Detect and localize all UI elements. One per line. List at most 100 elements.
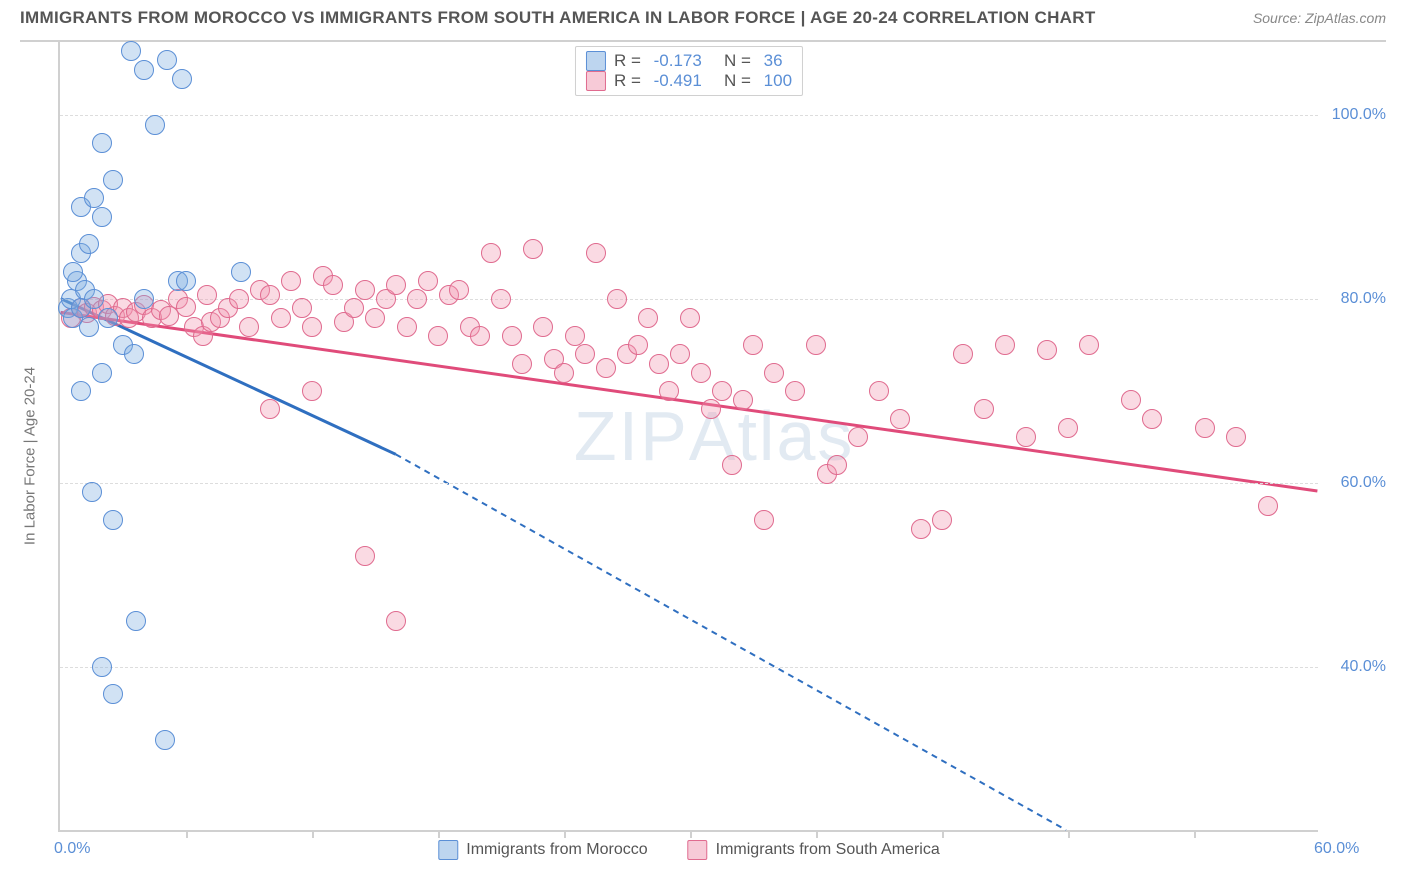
r-label: R =	[614, 71, 646, 91]
data-point	[565, 326, 585, 346]
x-tick	[816, 830, 818, 838]
correlation-chart: In Labor Force | Age 20-24 ZIPAtlas R = …	[20, 40, 1386, 870]
data-point	[1058, 418, 1078, 438]
data-point	[607, 289, 627, 309]
legend-item-morocco: Immigrants from Morocco	[438, 840, 647, 860]
data-point	[481, 243, 501, 263]
data-point	[733, 390, 753, 410]
legend-label-south-america: Immigrants from South America	[716, 841, 940, 859]
y-tick-label: 40.0%	[1341, 658, 1386, 676]
stats-row-morocco: R = -0.173 N = 36	[586, 51, 792, 71]
data-point	[974, 399, 994, 419]
data-point	[126, 611, 146, 631]
swatch-blue-icon	[438, 840, 458, 860]
r-value-south-america: -0.491	[654, 71, 702, 91]
gridline	[60, 667, 1318, 668]
data-point	[92, 657, 112, 677]
stats-legend: R = -0.173 N = 36 R = -0.491 N = 100	[575, 46, 803, 96]
data-point	[121, 41, 141, 61]
swatch-pink-icon	[586, 71, 606, 91]
data-point	[449, 280, 469, 300]
data-point	[470, 326, 490, 346]
plot-area: ZIPAtlas R = -0.173 N = 36 R = -0.491 N …	[58, 42, 1318, 832]
x-tick	[690, 830, 692, 838]
r-value-morocco: -0.173	[654, 51, 702, 71]
data-point	[722, 455, 742, 475]
data-point	[575, 344, 595, 364]
data-point	[124, 344, 144, 364]
stats-row-south-america: R = -0.491 N = 100	[586, 71, 792, 91]
data-point	[502, 326, 522, 346]
data-point	[71, 381, 91, 401]
data-point	[145, 115, 165, 135]
data-point	[1079, 335, 1099, 355]
data-point	[239, 317, 259, 337]
x-tick	[1068, 830, 1070, 838]
data-point	[231, 262, 251, 282]
gridline	[60, 115, 1318, 116]
data-point	[197, 285, 217, 305]
data-point	[848, 427, 868, 447]
data-point	[890, 409, 910, 429]
data-point	[355, 280, 375, 300]
x-tick	[186, 830, 188, 838]
x-tick-label: 0.0%	[54, 840, 90, 858]
data-point	[92, 133, 112, 153]
swatch-blue-icon	[586, 51, 606, 71]
y-tick-label: 60.0%	[1341, 474, 1386, 492]
n-value-south-america: 100	[764, 71, 792, 91]
x-tick	[312, 830, 314, 838]
data-point	[712, 381, 732, 401]
data-point	[155, 730, 175, 750]
y-tick-label: 100.0%	[1332, 106, 1386, 124]
data-point	[355, 546, 375, 566]
n-value-morocco: 36	[764, 51, 783, 71]
data-point	[701, 399, 721, 419]
r-label: R =	[614, 51, 646, 71]
data-point	[84, 289, 104, 309]
data-point	[1142, 409, 1162, 429]
legend-item-south-america: Immigrants from South America	[688, 840, 940, 860]
data-point	[79, 234, 99, 254]
data-point	[260, 285, 280, 305]
data-point	[103, 684, 123, 704]
x-tick	[942, 830, 944, 838]
trend-lines	[60, 42, 1318, 830]
x-tick	[1194, 830, 1196, 838]
gridline	[60, 299, 1318, 300]
data-point	[428, 326, 448, 346]
data-point	[680, 308, 700, 328]
data-point	[281, 271, 301, 291]
data-point	[176, 271, 196, 291]
data-point	[92, 363, 112, 383]
data-point	[649, 354, 669, 374]
data-point	[365, 308, 385, 328]
gridline	[60, 483, 1318, 484]
data-point	[1121, 390, 1141, 410]
data-point	[512, 354, 532, 374]
data-point	[491, 289, 511, 309]
n-label: N =	[710, 71, 756, 91]
data-point	[386, 275, 406, 295]
data-point	[785, 381, 805, 401]
series-legend: Immigrants from Morocco Immigrants from …	[438, 840, 939, 860]
data-point	[302, 317, 322, 337]
swatch-pink-icon	[688, 840, 708, 860]
data-point	[827, 455, 847, 475]
data-point	[98, 308, 118, 328]
data-point	[79, 317, 99, 337]
data-point	[84, 188, 104, 208]
legend-label-morocco: Immigrants from Morocco	[466, 841, 647, 859]
data-point	[523, 239, 543, 259]
data-point	[292, 298, 312, 318]
source-label: Source: ZipAtlas.com	[1253, 10, 1386, 26]
data-point	[397, 317, 417, 337]
data-point	[323, 275, 343, 295]
data-point	[932, 510, 952, 530]
y-tick-label: 80.0%	[1341, 290, 1386, 308]
data-point	[172, 69, 192, 89]
data-point	[869, 381, 889, 401]
data-point	[659, 381, 679, 401]
data-point	[418, 271, 438, 291]
x-tick-label: 60.0%	[1314, 840, 1359, 858]
